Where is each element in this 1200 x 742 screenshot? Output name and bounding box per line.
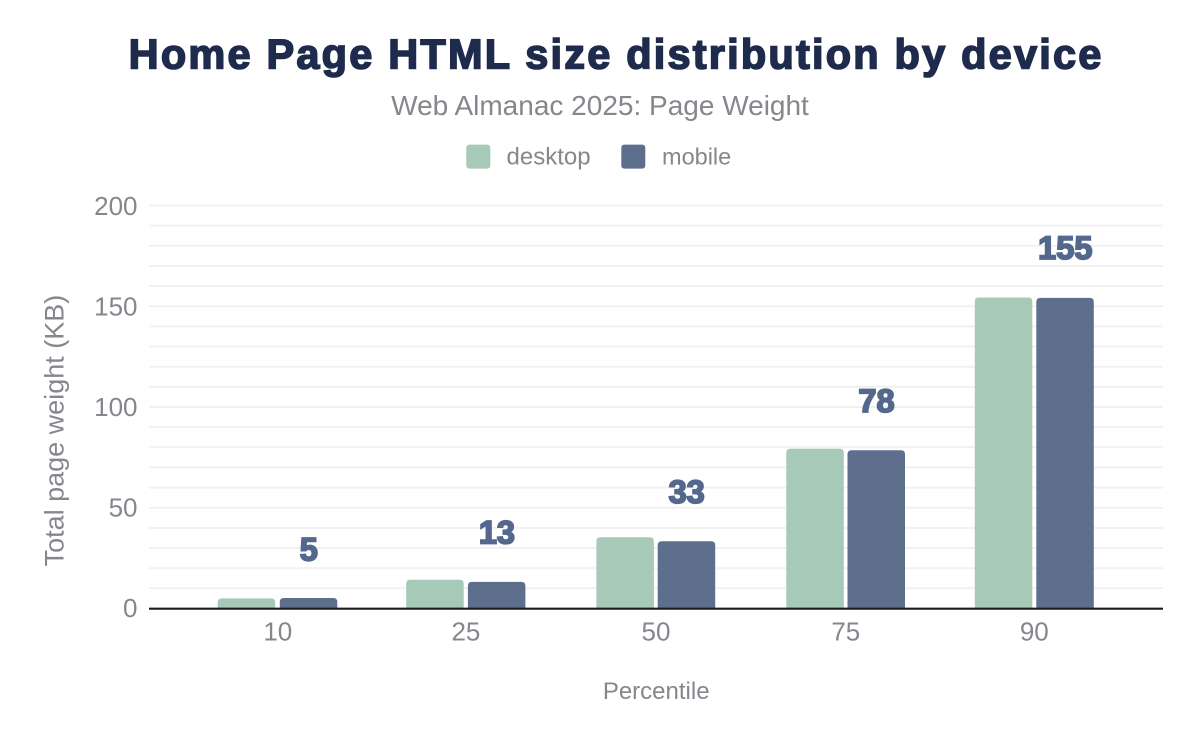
svg-text:mobile: mobile [662, 144, 731, 170]
svg-text:13: 13 [479, 515, 515, 551]
svg-text:78: 78 [858, 383, 894, 419]
svg-text:0: 0 [123, 593, 137, 623]
svg-text:100: 100 [94, 392, 137, 422]
svg-text:25: 25 [451, 616, 480, 646]
svg-text:Home Page HTML size distributi: Home Page HTML size distribution by devi… [129, 31, 1104, 78]
svg-text:desktop: desktop [507, 144, 591, 171]
svg-text:Percentile: Percentile [603, 678, 710, 705]
svg-text:5: 5 [300, 531, 318, 567]
svg-text:75: 75 [831, 616, 860, 646]
svg-text:10: 10 [263, 616, 292, 646]
svg-text:Total page weight (KB): Total page weight (KB) [39, 295, 69, 567]
svg-text:90: 90 [1020, 616, 1049, 646]
svg-text:Web Almanac 2025: Page Weight: Web Almanac 2025: Page Weight [391, 90, 809, 121]
svg-text:50: 50 [109, 493, 138, 523]
svg-text:50: 50 [642, 616, 671, 646]
svg-text:155: 155 [1038, 230, 1092, 266]
svg-text:150: 150 [94, 292, 137, 322]
svg-text:33: 33 [669, 474, 705, 510]
svg-text:200: 200 [94, 191, 137, 221]
